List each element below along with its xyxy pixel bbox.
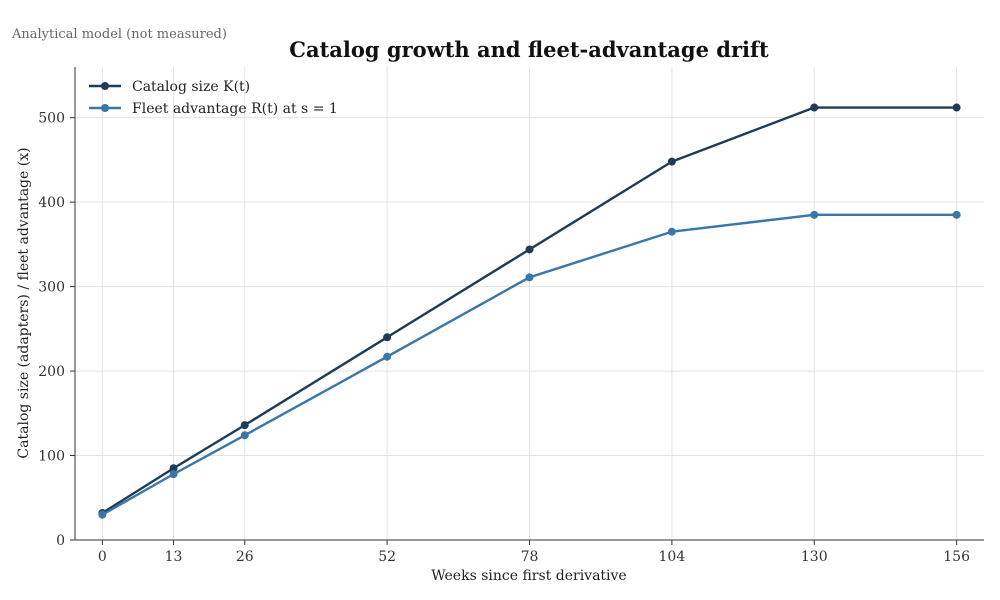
series-2-point [667, 227, 676, 236]
x-tick-label: 130 [801, 549, 828, 565]
grid [75, 67, 984, 540]
legend-item-2: Fleet advantage R(t) at s = 1 [89, 101, 338, 117]
series-1-point [383, 333, 392, 342]
legend-swatch-marker [101, 104, 109, 112]
series-1-point [667, 157, 676, 166]
chart-title: Catalog growth and fleet-advantage drift [289, 37, 769, 62]
series-1-point [810, 103, 819, 112]
y-tick-label: 100 [38, 449, 65, 465]
y-tick-label: 200 [38, 364, 65, 380]
series-2-point [98, 510, 107, 519]
series-1-point [240, 421, 249, 430]
series-2-point [383, 352, 392, 361]
y-axis-label: Catalog size (adapters) / fleet advantag… [16, 147, 32, 458]
y-tick-label: 400 [38, 195, 65, 211]
x-tick-label: 156 [943, 549, 970, 565]
series-2-point [169, 470, 178, 479]
series-2-line [101, 213, 957, 516]
x-axis-label: Weeks since first derivative [431, 568, 626, 584]
series-2-point [240, 431, 249, 440]
series-layer [98, 103, 961, 519]
x-tick-label: 13 [165, 549, 183, 565]
x-tick-label: 0 [98, 549, 107, 565]
series-2 [98, 210, 961, 519]
x-axis-ticks: 0 13 26 52 78 104 130 156 [98, 540, 970, 565]
legend: Catalog size K(t) Fleet advantage R(t) at… [89, 79, 338, 117]
series-1-point [952, 103, 961, 112]
series-1-point [525, 245, 534, 254]
legend-item-1: Catalog size K(t) [89, 79, 250, 95]
legend-label: Catalog size K(t) [132, 79, 250, 95]
series-1-line [101, 106, 957, 514]
x-tick-label: 104 [659, 549, 686, 565]
series-2-point [525, 273, 534, 282]
x-tick-label: 78 [521, 549, 539, 565]
legend-label: Fleet advantage R(t) at s = 1 [132, 101, 338, 117]
x-tick-label: 52 [378, 549, 396, 565]
series-1-point [169, 464, 178, 473]
series-2-point [952, 210, 961, 219]
model-note: Analytical model (not measured) [11, 27, 227, 42]
y-tick-label: 500 [38, 111, 65, 127]
legend-swatch-marker [101, 82, 109, 90]
y-tick-label: 300 [38, 280, 65, 296]
series-2-point [810, 210, 819, 219]
x-tick-label: 26 [236, 549, 254, 565]
y-tick-label: 0 [56, 533, 65, 549]
y-axis-ticks: 0 100 200 300 400 500 [38, 111, 75, 549]
